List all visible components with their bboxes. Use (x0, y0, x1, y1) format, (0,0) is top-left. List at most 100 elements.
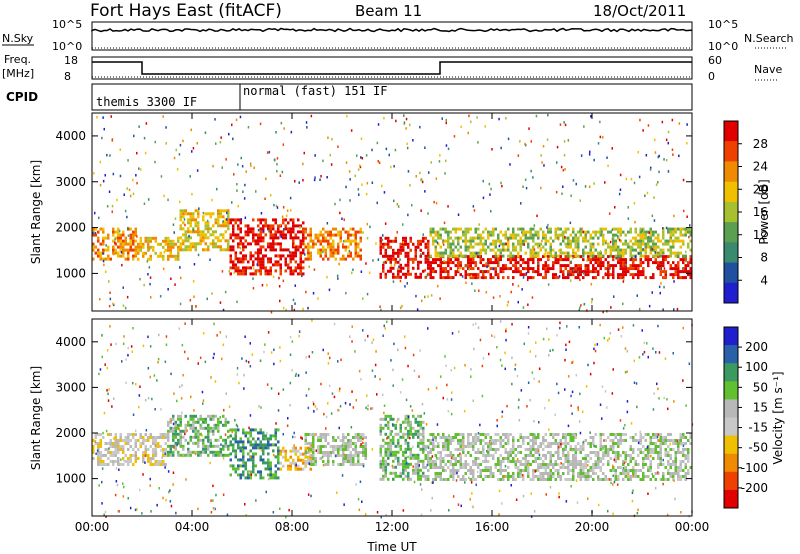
power-echo-cell (529, 251, 532, 255)
power-echo-cell (229, 260, 232, 264)
velocity-echo-cell (432, 463, 435, 466)
power-echo-cell (434, 245, 437, 249)
velocity-echo-cell (567, 442, 570, 445)
velocity-echo-cell (389, 444, 392, 448)
velocity-echo-cell (617, 451, 620, 454)
velocity-echo-cell (192, 429, 195, 433)
velocity-echo-cell (467, 469, 470, 472)
velocity-echo-cell (627, 478, 630, 481)
velocity-echo-cell (422, 420, 425, 424)
power-echo-cell (302, 260, 305, 264)
power-echo-cell (254, 239, 257, 243)
velocity-echo-cell (467, 463, 470, 466)
power-echo-cell (639, 245, 642, 249)
power-echo-cell (519, 239, 522, 243)
power-echo-cell (452, 242, 455, 246)
power-echo-cell (289, 233, 292, 237)
velocity-echo-cell (194, 429, 197, 433)
power-noise-cell (119, 148, 121, 151)
power-echo-cell (474, 254, 477, 258)
power-echo-cell (469, 273, 472, 277)
power-echo-cell (117, 236, 120, 240)
velocity-echo-cell (219, 447, 222, 451)
velocity-echo-cell (199, 423, 202, 427)
velocity-echo-cell (249, 428, 252, 432)
velocity-echo-cell (119, 448, 122, 451)
velocity-echo-cell (687, 460, 690, 463)
power-noise-cell (611, 147, 613, 150)
velocity-echo-cell (277, 440, 280, 444)
velocity-echo-cell (404, 420, 407, 424)
power-echo-cell (182, 227, 185, 231)
power-echo-cell (414, 272, 417, 276)
power-noise-cell (338, 262, 340, 266)
velocity-noise-cell (596, 343, 599, 346)
power-echo-cell (402, 266, 405, 270)
power-echo-cell (657, 251, 660, 255)
power-noise-cell (540, 186, 542, 190)
velocity-echo-cell (179, 414, 182, 418)
velocity-echo-cell (247, 458, 250, 462)
power-echo-cell (332, 251, 335, 255)
power-echo-cell (412, 260, 415, 264)
velocity-echo-cell (294, 467, 297, 471)
velocity-echo-cell (604, 448, 607, 451)
velocity-echo-cell (194, 414, 197, 418)
power-echo-cell (404, 275, 407, 279)
velocity-echo-cell (342, 436, 345, 439)
velocity-echo-cell (202, 441, 205, 445)
power-echo-cell (599, 258, 602, 262)
power-echo-cell (347, 236, 350, 240)
power-echo-cell (259, 269, 262, 273)
velocity-echo-cell (177, 453, 180, 457)
velocity-echo-cell (119, 433, 122, 436)
power-echo-cell (652, 242, 655, 246)
power-noise-cell (490, 187, 492, 191)
power-noise-cell (415, 175, 417, 178)
velocity-echo-cell (394, 465, 397, 469)
power-noise-cell (388, 153, 390, 157)
velocity-echo-cell (422, 438, 425, 442)
power-echo-cell (344, 245, 347, 249)
power-echo-cell (189, 248, 192, 252)
velocity-echo-cell (449, 472, 452, 475)
power-echo-cell (119, 254, 122, 258)
velocity-echo-cell (332, 451, 335, 454)
velocity-echo-cell (677, 442, 680, 445)
power-echo-cell (642, 236, 645, 240)
power-noise-cell (661, 120, 664, 124)
power-echo-cell (499, 239, 502, 243)
velocity-echo-cell (412, 426, 415, 430)
power-echo-cell (479, 242, 482, 246)
velocity-echo-cell (414, 453, 417, 457)
power-echo-cell (497, 233, 500, 237)
power-echo-cell (474, 242, 477, 246)
velocity-echo-cell (417, 465, 420, 469)
power-echo-cell (632, 236, 635, 240)
velocity-noise-cell (386, 437, 388, 440)
power-echo-cell (122, 242, 125, 246)
power-echo-cell (299, 245, 302, 249)
velocity-echo-cell (414, 420, 417, 424)
velocity-echo-cell (474, 433, 477, 436)
power-echo-cell (449, 236, 452, 240)
power-noise-cell (224, 290, 227, 294)
velocity-echo-cell (502, 478, 505, 481)
freq-label: Freq. (4, 53, 31, 66)
velocity-echo-cell (189, 426, 192, 430)
power-echo-cell (169, 239, 172, 243)
velocity-echo-cell (642, 478, 645, 481)
velocity-echo-cell (507, 460, 510, 463)
velocity-echo-cell (497, 457, 500, 460)
velocity-echo-cell (479, 451, 482, 454)
velocity-echo-cell (447, 439, 450, 442)
velocity-noise-cell (530, 492, 532, 495)
velocity-echo-cell (404, 441, 407, 445)
velocity-echo-cell (237, 467, 240, 471)
velocity-echo-cell (219, 450, 222, 454)
power-noise-cell (310, 114, 313, 118)
power-echo-cell (239, 230, 242, 234)
velocity-echo-cell (117, 442, 120, 445)
power-echo-cell (427, 257, 430, 261)
power-echo-cell (627, 245, 630, 249)
